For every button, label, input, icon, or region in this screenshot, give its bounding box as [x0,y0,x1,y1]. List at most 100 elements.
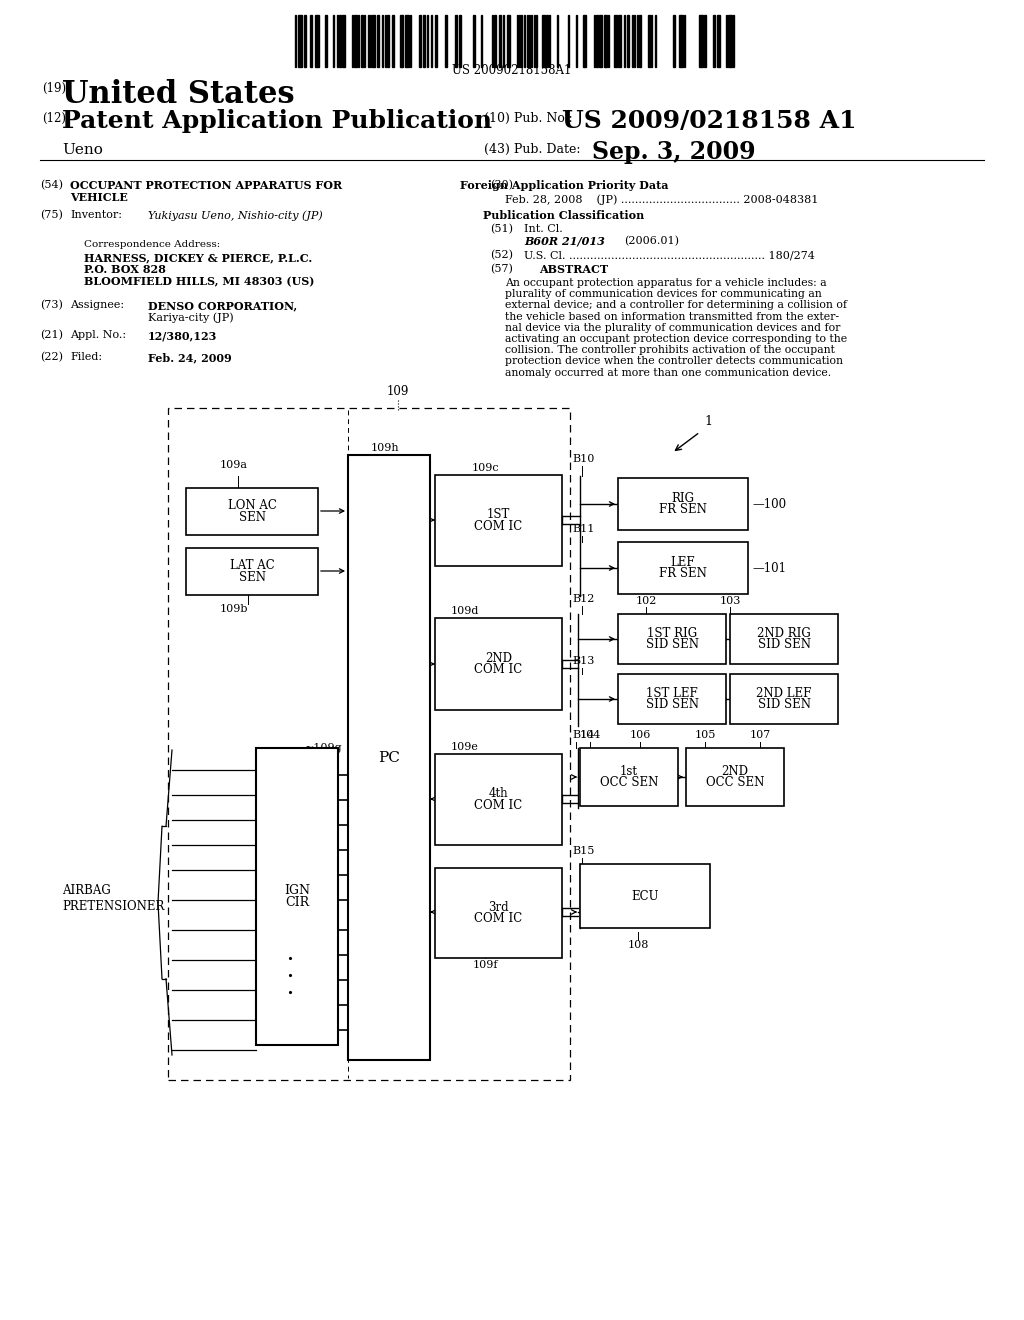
Text: HARNESS, DICKEY & PIERCE, P.L.C.: HARNESS, DICKEY & PIERCE, P.L.C. [84,252,312,263]
Bar [673,15,675,67]
Bar [596,15,598,67]
Text: ECU: ECU [631,890,658,903]
Bar [618,543,748,594]
Bar [507,15,510,67]
Text: Sep. 3, 2009: Sep. 3, 2009 [592,140,756,164]
Text: U.S. Cl. ........................................................ 180/274: U.S. Cl. ...............................… [524,249,815,260]
Text: 108: 108 [628,940,648,950]
Bar [339,15,341,67]
Text: 109e: 109e [451,742,479,752]
Text: (12): (12) [42,112,66,125]
Text: 102: 102 [636,597,657,606]
Text: IGN: IGN [284,883,310,896]
Text: 109d: 109d [451,606,479,616]
Bar [499,15,501,67]
Bar [728,15,732,67]
Text: (54): (54) [40,180,63,190]
Text: —101: —101 [752,561,786,574]
Text: AIRBAG: AIRBAG [62,883,111,896]
Text: (19): (19) [42,82,67,95]
Bar [455,15,457,67]
Bar [256,748,338,1045]
Text: 109h: 109h [371,444,399,453]
Text: Assignee:: Assignee: [70,300,124,310]
Bar [361,15,362,67]
Bar [186,488,318,535]
Text: (10) Pub. No.:: (10) Pub. No.: [484,112,572,125]
Text: 1ST: 1ST [486,508,510,521]
Text: 2ND: 2ND [722,764,749,777]
Text: United States: United States [62,79,295,110]
Text: Appl. No.:: Appl. No.: [70,330,126,341]
Bar [705,15,706,67]
Bar [686,748,784,807]
Text: 3rd: 3rd [488,900,509,913]
Text: Inventor:: Inventor: [70,210,122,220]
Text: (30): (30) [490,180,513,190]
Bar [473,15,475,67]
Text: (43) Pub. Date:: (43) Pub. Date: [484,143,581,156]
Text: 109a: 109a [220,459,248,470]
Text: SID SEN: SID SEN [758,698,811,711]
Bar [435,618,562,710]
Text: OCC SEN: OCC SEN [600,776,658,789]
Bar [298,15,302,67]
Text: Ueno: Ueno [62,143,102,157]
Text: Foreign Application Priority Data: Foreign Application Priority Data [460,180,669,191]
Text: (57): (57) [490,264,513,275]
Bar [583,15,586,67]
Text: B60R 21/013: B60R 21/013 [524,236,605,247]
Text: US 20090218158A1: US 20090218158A1 [453,63,571,77]
Bar [614,15,617,67]
Text: Feb. 28, 2008    (JP) .................................. 2008-048381: Feb. 28, 2008 (JP) .....................… [505,194,818,205]
Bar [348,455,430,1060]
Bar [315,15,319,67]
Text: ~109g: ~109g [304,743,342,752]
Bar [400,15,403,67]
Bar [387,15,389,67]
Text: 1: 1 [705,414,712,428]
Text: COM IC: COM IC [474,912,522,925]
Bar [717,15,720,67]
Bar [627,15,629,67]
Text: FR SEN: FR SEN [659,503,707,516]
Text: B11: B11 [572,524,594,535]
Text: 2ND: 2ND [485,652,512,664]
Text: 106: 106 [630,730,651,741]
Text: COM IC: COM IC [474,664,522,676]
Text: Publication Classification: Publication Classification [483,210,645,220]
Text: 107: 107 [750,730,771,741]
Text: COM IC: COM IC [474,799,522,812]
Bar [168,408,570,1080]
Bar [618,675,726,723]
Text: Feb. 24, 2009: Feb. 24, 2009 [148,352,231,363]
Bar [542,15,545,67]
Text: protection device when the controller detects communication: protection device when the controller de… [505,356,843,367]
Text: PRETENSIONER: PRETENSIONER [62,899,165,912]
Text: LEF: LEF [671,556,695,569]
Bar [604,15,607,67]
Bar [354,15,357,67]
Text: P.O. BOX 828: P.O. BOX 828 [84,264,166,275]
Text: RIG: RIG [672,491,694,504]
Bar [679,15,683,67]
Text: Kariya-city (JP): Kariya-city (JP) [148,312,233,322]
Text: anomaly occurred at more than one communication device.: anomaly occurred at more than one commun… [505,367,831,378]
Text: B13: B13 [572,656,594,667]
Text: OCCUPANT PROTECTION APPARATUS FOR: OCCUPANT PROTECTION APPARATUS FOR [70,180,342,191]
Text: SID SEN: SID SEN [645,698,698,711]
Text: 12/380,123: 12/380,123 [148,330,217,341]
Text: B12: B12 [572,594,594,605]
Bar [406,15,409,67]
Text: LAT AC: LAT AC [229,560,274,572]
Bar [325,15,327,67]
Text: 1ST LEF: 1ST LEF [646,686,698,700]
Bar [435,15,437,67]
Text: plurality of communication devices for communicating an: plurality of communication devices for c… [505,289,821,300]
Bar [713,15,715,67]
Bar [639,15,641,67]
Bar [372,15,375,67]
Text: nal device via the plurality of communication devices and for: nal device via the plurality of communic… [505,323,841,333]
Bar [435,869,562,958]
Bar [699,15,703,67]
